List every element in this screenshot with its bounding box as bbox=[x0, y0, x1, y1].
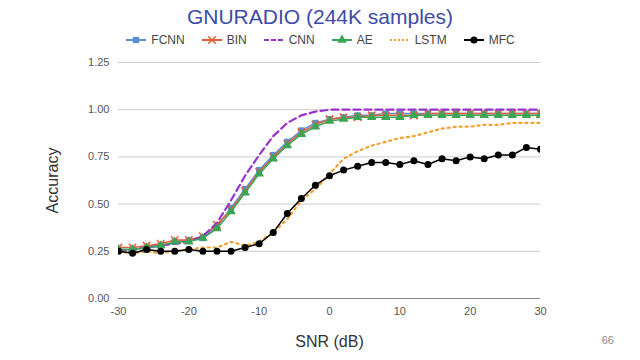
html-text:AE: AE bbox=[356, 33, 373, 47]
html-text:MFC: MFC bbox=[488, 33, 515, 47]
svg-text:0.25: 0.25 bbox=[88, 245, 109, 257]
svg-text:1.25: 1.25 bbox=[88, 56, 109, 68]
svg-text:0.00: 0.00 bbox=[88, 292, 109, 304]
svg-text:10: 10 bbox=[394, 305, 406, 317]
svg-text:1.00: 1.00 bbox=[88, 103, 109, 115]
svg-text:0.50: 0.50 bbox=[88, 198, 109, 210]
svg-text:-30: -30 bbox=[111, 305, 127, 317]
html-text:66: 66 bbox=[601, 334, 614, 346]
svg-text:30: 30 bbox=[534, 305, 546, 317]
html-text:CNN: CNN bbox=[288, 33, 315, 47]
svg-text:Accuracy: Accuracy bbox=[44, 148, 61, 214]
html-text:BIN: BIN bbox=[226, 33, 247, 47]
html-text:GNURADIO (244K samples): GNURADIO (244K samples) bbox=[187, 5, 453, 28]
svg-text:0: 0 bbox=[326, 305, 332, 317]
svg-text:-20: -20 bbox=[181, 305, 197, 317]
html-text:FCNN: FCNN bbox=[151, 33, 185, 47]
html-text:LSTM: LSTM bbox=[414, 33, 447, 47]
svg-text:SNR (dB): SNR (dB) bbox=[295, 333, 363, 350]
svg-text:0.75: 0.75 bbox=[88, 150, 109, 162]
svg-text:20: 20 bbox=[464, 305, 476, 317]
svg-text:-10: -10 bbox=[251, 305, 267, 317]
